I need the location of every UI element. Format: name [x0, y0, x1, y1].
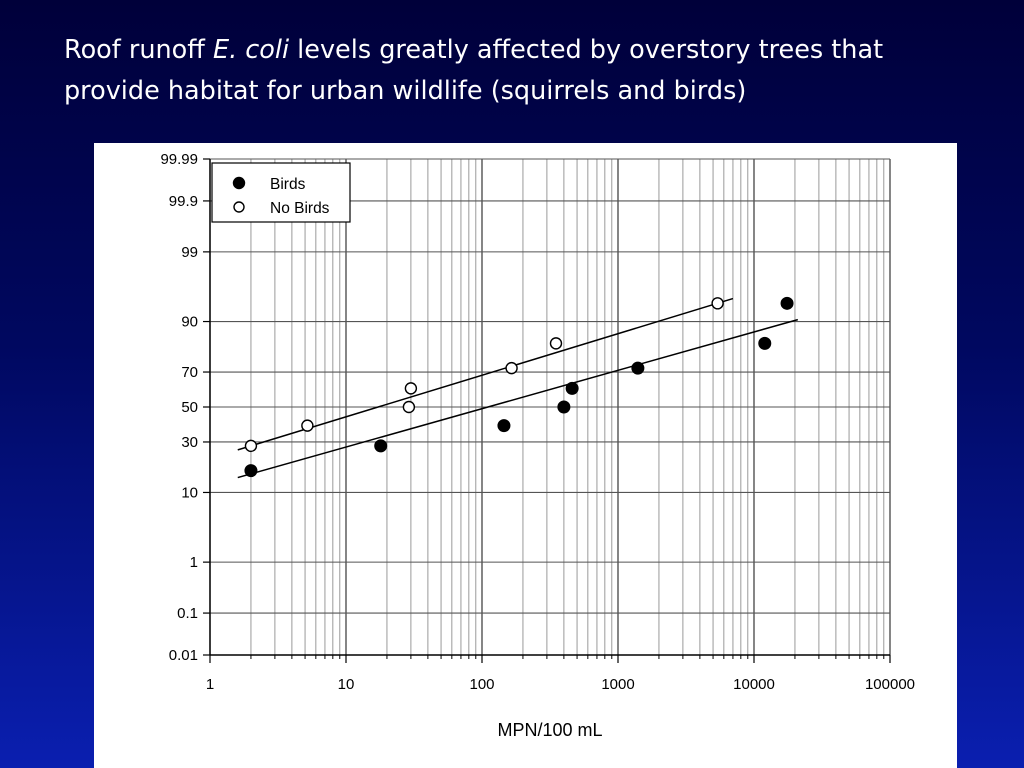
legend-no-birds-marker — [233, 201, 245, 213]
y-tick-label: 70 — [181, 364, 198, 381]
probability-scatter-chart: 0.01 0.1 1 10 30 50 70 90 99 99.9 99.99 1 10 100 1000 1… — [160, 151, 915, 740]
no-birds-point — [404, 382, 418, 395]
y-tick-label: 30 — [181, 434, 198, 451]
slide-title-part2: levels greatly affected by overstory tre… — [64, 35, 884, 106]
axes-layer — [203, 158, 891, 663]
legend-birds-marker — [232, 176, 246, 190]
slide-title: Roof runoff E. coli levels greatly affec… — [64, 30, 964, 112]
y-tick-label: 0.01 — [169, 647, 198, 664]
fit-line — [237, 297, 734, 451]
points-layer — [244, 296, 794, 478]
birds-point — [631, 361, 645, 375]
x-tick-label: 10 — [338, 676, 355, 693]
y-tick-label: 90 — [181, 314, 198, 331]
x-tick-label: 100000 — [865, 676, 915, 693]
no-birds-point — [711, 297, 724, 310]
fit-lines-layer — [237, 297, 799, 479]
chart-panel: 0.01 0.1 1 10 30 50 70 90 99 99.9 99.99 1 10 100 1000 1… — [94, 143, 957, 768]
slide-title-part1: Roof runoff — [64, 35, 213, 65]
y-tick-label: 99.99 — [160, 151, 198, 168]
birds-point — [780, 296, 794, 310]
legend: Birds No Birds — [211, 162, 351, 223]
y-tick-label: 99.9 — [169, 193, 198, 210]
x-tick-label: 100 — [469, 676, 494, 693]
birds-point — [758, 336, 772, 350]
y-tick-label: 1 — [190, 554, 198, 571]
no-birds-point — [244, 439, 258, 453]
legend-box — [211, 162, 351, 223]
y-tick-label: 0.1 — [177, 605, 198, 622]
birds-point — [497, 419, 511, 433]
birds-point — [557, 400, 571, 414]
no-birds-point — [549, 337, 563, 350]
fit-line — [237, 318, 799, 479]
x-tick-label: 1 — [206, 676, 214, 693]
birds-point — [374, 439, 388, 453]
y-tick-label: 50 — [181, 399, 198, 416]
tick-labels-layer: 0.01 0.1 1 10 30 50 70 90 99 99.9 99.99 1 10 100 1000 1… — [160, 151, 915, 740]
legend-no-birds-label: No Birds — [270, 200, 330, 217]
slide-title-italic: E. coli — [212, 35, 290, 65]
birds-point — [565, 381, 579, 395]
x-tick-label: 10000 — [733, 676, 775, 693]
no-birds-point — [301, 419, 314, 432]
x-tick-label: 1000 — [601, 676, 634, 693]
grid-layer — [209, 158, 891, 656]
y-tick-label: 10 — [181, 484, 198, 501]
y-tick-label: 99 — [181, 244, 198, 261]
x-axis-title: MPN/100 mL — [497, 720, 602, 740]
no-birds-point — [505, 361, 518, 375]
legend-birds-label: Birds — [270, 176, 306, 193]
birds-point — [244, 464, 258, 478]
no-birds-point — [402, 400, 416, 414]
